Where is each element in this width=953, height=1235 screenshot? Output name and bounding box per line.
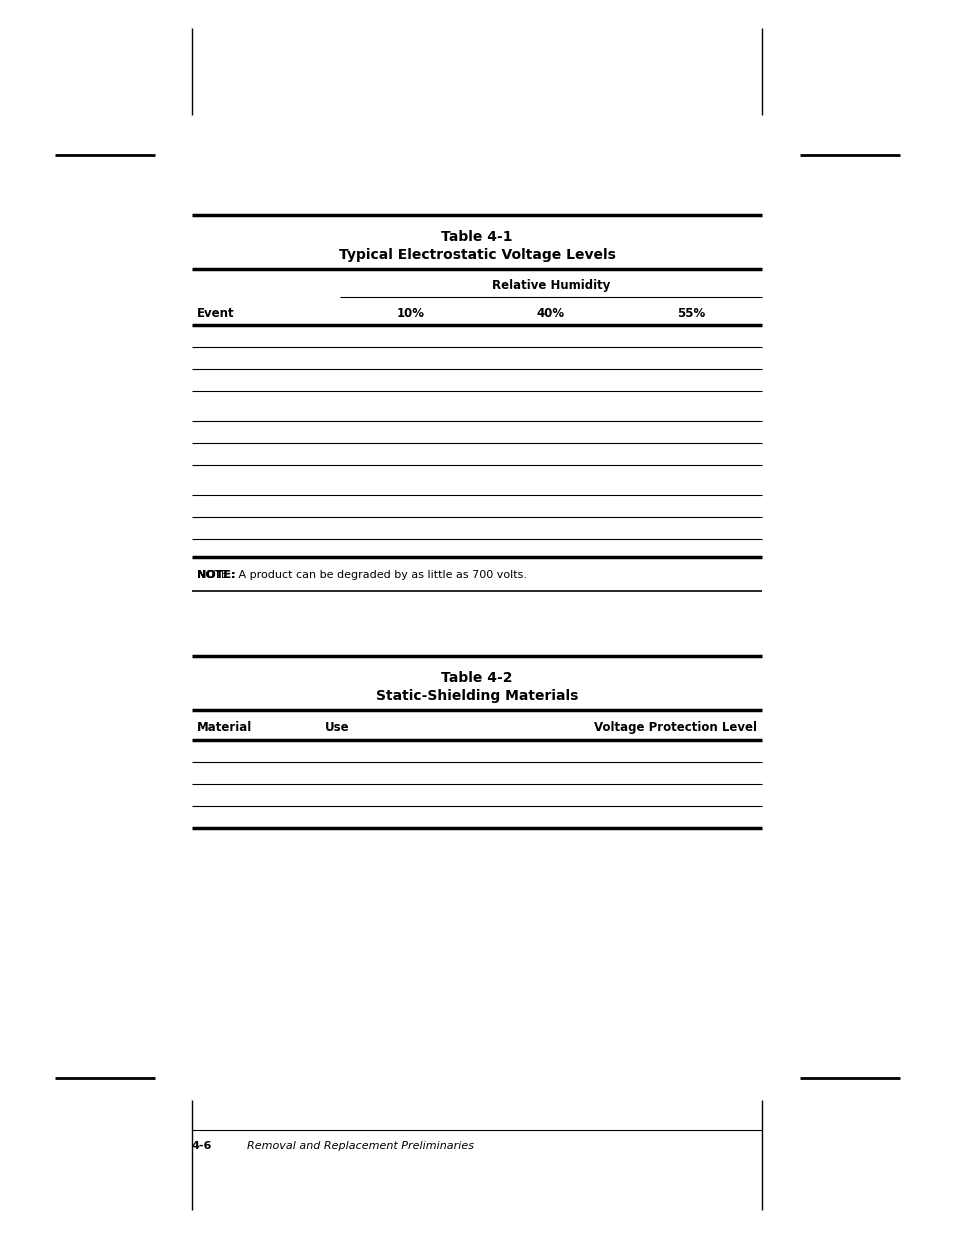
- Text: Relative Humidity: Relative Humidity: [492, 279, 610, 291]
- Text: 4-6: 4-6: [192, 1141, 213, 1151]
- Text: Removal and Replacement Preliminaries: Removal and Replacement Preliminaries: [247, 1141, 474, 1151]
- Text: NOTE:: NOTE:: [196, 571, 235, 580]
- Text: Voltage Protection Level: Voltage Protection Level: [594, 721, 757, 735]
- Text: Static-Shielding Materials: Static-Shielding Materials: [375, 689, 578, 703]
- Text: 10%: 10%: [395, 306, 424, 320]
- Text: Material: Material: [196, 721, 252, 735]
- Text: NOTE:  A product can be degraded by as little as 700 volts.: NOTE: A product can be degraded by as li…: [196, 571, 526, 580]
- Text: Use: Use: [324, 721, 349, 735]
- Text: Event: Event: [196, 306, 234, 320]
- Text: 40%: 40%: [537, 306, 564, 320]
- Text: Typical Electrostatic Voltage Levels: Typical Electrostatic Voltage Levels: [338, 248, 615, 262]
- Text: Table 4-1: Table 4-1: [441, 230, 512, 245]
- Text: NOTE:: NOTE:: [196, 571, 235, 580]
- Text: Table 4-2: Table 4-2: [441, 671, 512, 685]
- Text: 55%: 55%: [677, 306, 705, 320]
